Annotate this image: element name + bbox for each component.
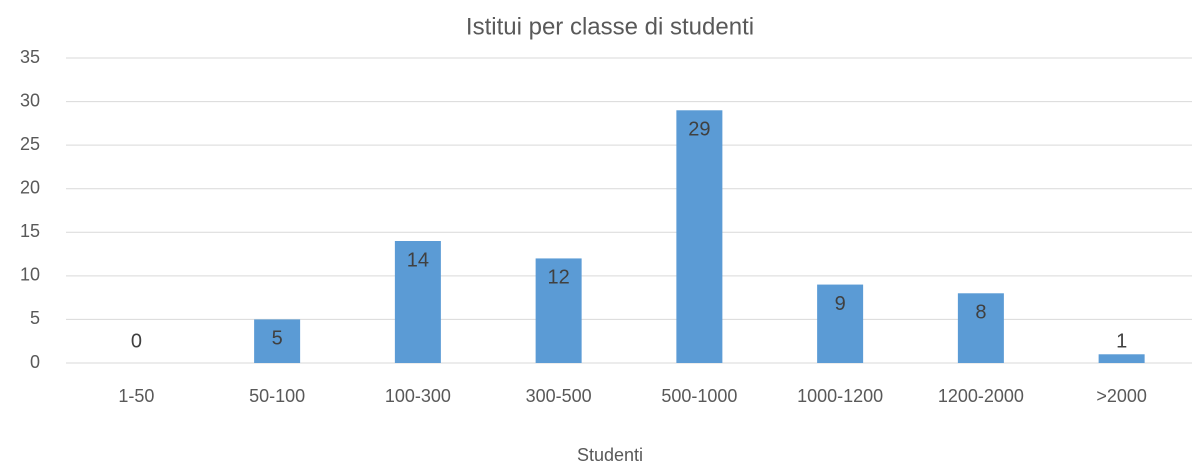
x-tick-label: 1-50 xyxy=(118,386,154,406)
x-tick-label: 300-500 xyxy=(526,386,592,406)
data-label: 5 xyxy=(272,328,283,350)
x-tick-label: 100-300 xyxy=(385,386,451,406)
bar xyxy=(817,284,864,363)
x-tick-label: 500-1000 xyxy=(661,386,737,406)
y-tick-label: 20 xyxy=(20,177,40,197)
bar xyxy=(394,241,441,363)
y-tick-label: 30 xyxy=(20,90,40,110)
bar xyxy=(957,293,1004,363)
y-tick-label: 5 xyxy=(30,308,40,328)
data-label: 0 xyxy=(131,330,142,352)
data-label: 1 xyxy=(1116,330,1127,352)
y-tick-label: 15 xyxy=(20,221,40,241)
bar xyxy=(676,110,723,364)
x-axis-title: Studenti xyxy=(577,445,643,465)
y-tick-label: 0 xyxy=(30,352,40,372)
x-tick-label: 50-100 xyxy=(249,386,305,406)
bar xyxy=(254,319,301,363)
data-label: 29 xyxy=(688,119,710,141)
x-tick-label: 1200-2000 xyxy=(938,386,1024,406)
x-tick-label: >2000 xyxy=(1096,386,1147,406)
chart-title: Istitui per classe di studenti xyxy=(466,13,754,40)
bar xyxy=(535,258,582,363)
data-label: 12 xyxy=(548,267,570,289)
data-label: 9 xyxy=(835,293,846,315)
x-tick-label: 1000-1200 xyxy=(797,386,883,406)
data-label: 14 xyxy=(407,249,429,271)
data-label: 8 xyxy=(975,302,986,324)
y-tick-label: 10 xyxy=(20,265,40,285)
bar xyxy=(1098,354,1145,363)
y-tick-label: 25 xyxy=(20,134,40,154)
y-tick-label: 35 xyxy=(20,47,40,67)
